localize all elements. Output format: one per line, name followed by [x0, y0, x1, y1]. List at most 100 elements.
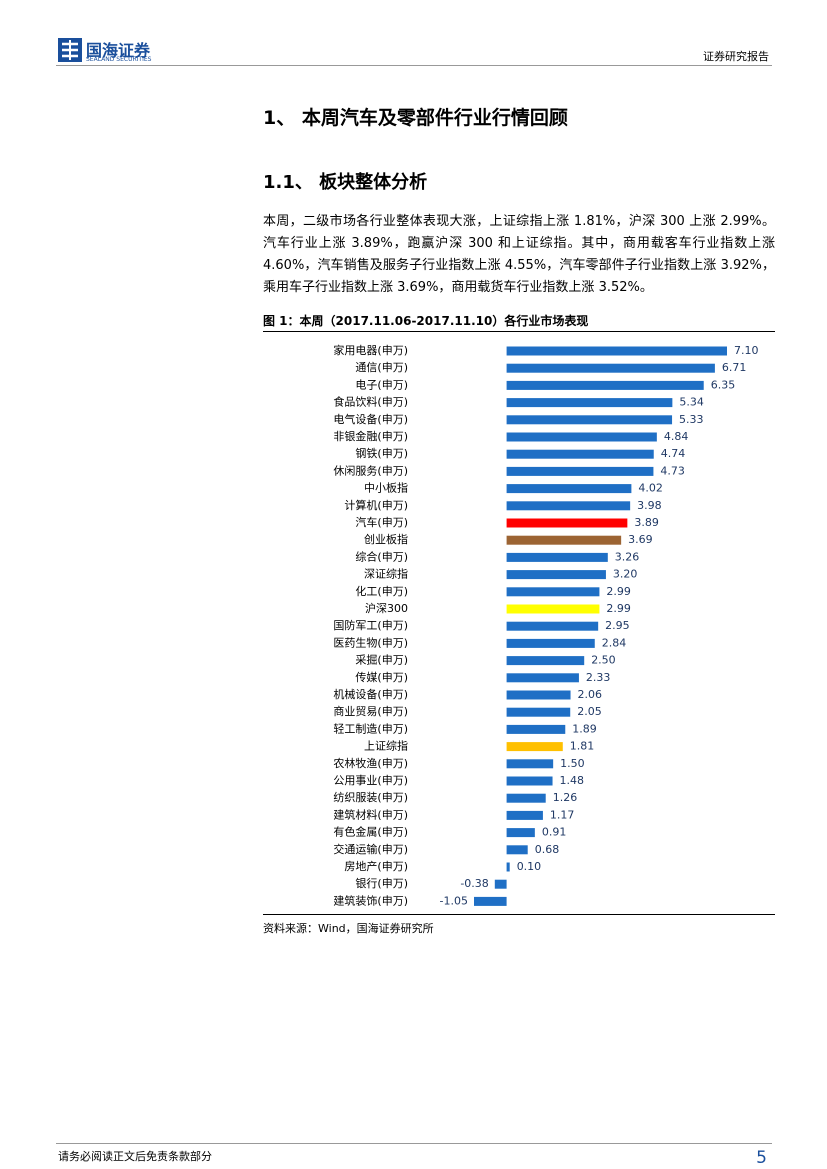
bar [506, 707, 571, 717]
bar [506, 724, 566, 734]
category-label: 综合(申万) [355, 549, 408, 563]
value-label: 5.34 [679, 396, 704, 409]
bar [506, 432, 657, 442]
category-label: 机械设备(申万) [333, 687, 408, 701]
value-label: 1.17 [550, 808, 575, 821]
value-label: 3.69 [628, 533, 653, 546]
bar [506, 621, 599, 631]
category-label: 电气设备(申万) [333, 412, 408, 426]
caption-rule [263, 331, 775, 332]
value-label: 5.33 [679, 413, 704, 426]
value-label: 2.33 [586, 671, 611, 684]
value-label: 2.84 [602, 636, 627, 649]
header-rule [56, 65, 772, 66]
category-label: 交通运输(申万) [333, 842, 408, 856]
category-label: 纺织服装(申万) [333, 790, 408, 804]
category-label: 休闲服务(申万) [333, 463, 408, 477]
value-label: 1.48 [560, 774, 585, 787]
bar [506, 845, 528, 855]
bar [506, 673, 579, 683]
bar [494, 879, 507, 889]
disclaimer: 请务必阅读正文后免责条款部分 [58, 1150, 212, 1163]
heading-2: 1.1、 板块整体分析 [263, 172, 428, 193]
bar [474, 896, 507, 906]
value-label: 3.98 [637, 499, 662, 512]
bar [506, 398, 673, 408]
bar [506, 535, 622, 545]
value-label: 3.20 [613, 568, 638, 581]
category-label: 非银金融(申万) [333, 429, 408, 443]
category-label: 食品饮料(申万) [333, 395, 408, 409]
value-label: 2.50 [591, 654, 616, 667]
bar [506, 346, 727, 356]
category-label: 国防军工(申万) [333, 618, 408, 632]
category-label: 化工(申万) [355, 584, 408, 598]
value-label: 3.89 [634, 516, 659, 529]
chart-bottom-rule [263, 914, 775, 915]
source: 资料来源：Wind，国海证券研究所 [263, 922, 434, 935]
bar [506, 380, 704, 390]
bar [506, 518, 628, 528]
bar [506, 776, 553, 786]
bar [506, 828, 535, 838]
bar [506, 552, 608, 562]
value-label: 1.26 [553, 791, 578, 804]
bar [506, 656, 585, 666]
category-label: 建筑装饰(申万) [333, 893, 408, 907]
category-label: 商业贸易(申万) [333, 704, 408, 718]
category-label: 轻工制造(申万) [333, 721, 408, 735]
bar [506, 638, 595, 648]
bar [506, 587, 600, 597]
figure-caption: 图 1：本周（2017.11.06-2017.11.10）各行业市场表现 [263, 314, 589, 328]
bar [506, 742, 563, 752]
category-label: 中小板指 [364, 481, 408, 495]
category-label: 医药生物(申万) [333, 635, 408, 649]
bar [506, 501, 631, 511]
bar [506, 363, 715, 373]
bar [506, 449, 654, 459]
value-label: 1.89 [572, 722, 597, 735]
category-label: 公用事业(申万) [333, 774, 408, 787]
brand-en: SEALAND SECURITIES [86, 56, 152, 63]
value-label: 6.35 [711, 378, 736, 391]
value-label: 0.68 [535, 843, 560, 856]
brand: 国海证券 [86, 41, 151, 60]
value-label: 2.95 [605, 619, 630, 632]
value-label: 1.50 [560, 757, 585, 770]
value-label: -1.05 [440, 894, 468, 907]
bar [506, 810, 543, 820]
category-label: 钢铁(申万) [355, 447, 408, 460]
category-label: 创业板指 [364, 532, 408, 546]
bar [506, 862, 510, 872]
category-label: 传媒(申万) [355, 671, 408, 684]
bar [506, 690, 571, 700]
category-label: 房地产(申万) [344, 859, 408, 873]
category-label: 计算机(申万) [344, 498, 408, 512]
category-label: 有色金属(申万) [333, 825, 408, 839]
bar [506, 793, 546, 803]
heading-1: 1、 本周汽车及零部件行业行情回顾 [263, 107, 568, 129]
category-label: 采掘(申万) [355, 653, 408, 667]
category-label: 通信(申万) [355, 361, 408, 374]
value-label: 3.26 [615, 550, 640, 563]
value-label: 0.10 [517, 860, 542, 873]
chart: 家用电器(申万) 7.10 通信(申万) 6.71 电子(申万) 6.35 食品饮料(申万)… [333, 343, 759, 907]
category-label: 建筑材料(申万) [333, 807, 408, 821]
value-label: 2.06 [578, 688, 603, 701]
value-label: -0.38 [460, 877, 488, 890]
footer-rule [56, 1143, 772, 1144]
value-label: 4.02 [638, 482, 663, 495]
value-label: 7.10 [734, 344, 759, 357]
category-label: 深证综指 [364, 567, 408, 581]
value-label: 0.91 [542, 826, 567, 839]
value-label: 2.05 [577, 705, 602, 718]
page-number: 5 [756, 1148, 767, 1168]
bar [506, 759, 554, 769]
value-label: 4.74 [661, 447, 686, 460]
category-label: 上证综指 [364, 739, 408, 753]
logo-icon [58, 38, 82, 62]
bar [506, 466, 654, 476]
category-label: 汽车(申万) [355, 515, 408, 529]
value-label: 6.71 [722, 361, 747, 374]
